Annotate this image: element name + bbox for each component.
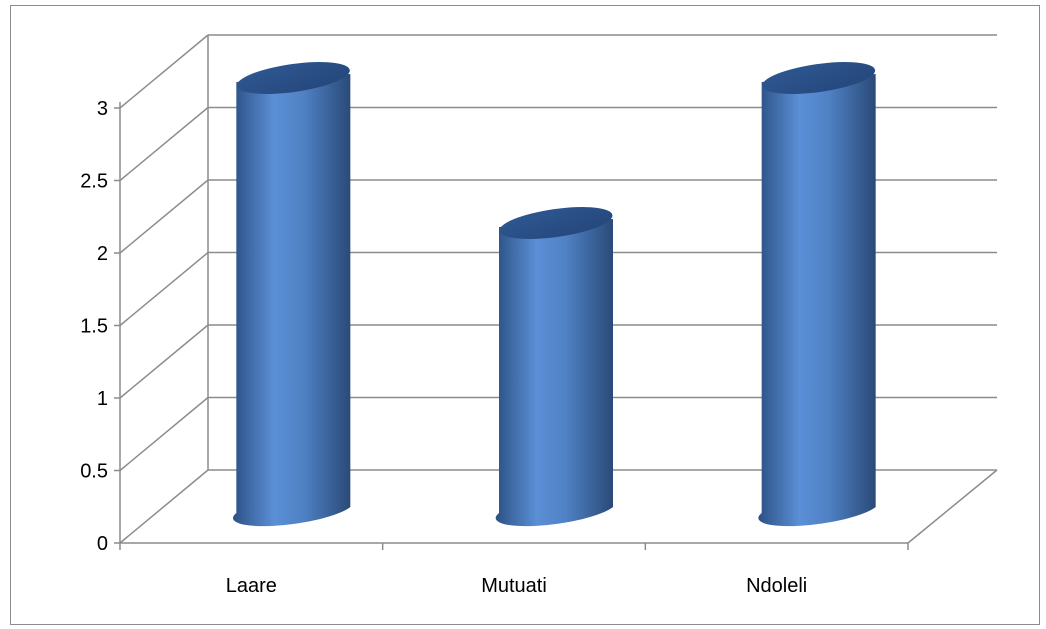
gridline-side (119, 251, 209, 327)
y-tick-label: 1.5 (80, 316, 108, 338)
floor-edge (907, 469, 998, 544)
bar-body (495, 219, 613, 527)
bar-ndoleli (758, 62, 876, 527)
bar-mutuati (495, 207, 613, 527)
bar-top (762, 62, 876, 94)
gridline-side (119, 179, 209, 254)
bar-laare (233, 62, 351, 527)
bar-body (233, 74, 351, 527)
bars (233, 62, 876, 527)
y-tick-labels: 0 0.5 1 1.5 2 2.5 3 (80, 98, 108, 555)
gridline-side (119, 469, 209, 544)
y-tick-label: 2.5 (80, 171, 108, 193)
gridline-side (119, 34, 209, 109)
x-tick-label: Mutuati (481, 575, 547, 597)
y-tick-label: 1 (97, 388, 108, 410)
y-tick-label: 0.5 (80, 461, 108, 483)
bar-top (236, 62, 350, 94)
y-tick-label: 3 (97, 98, 108, 120)
bar-top (499, 207, 613, 239)
y-tick-label: 0 (97, 533, 108, 555)
x-tick-label: Laare (226, 575, 277, 597)
gridline-side (119, 106, 209, 182)
x-tick-label: Ndoleli (746, 575, 807, 597)
gridline-side (119, 396, 209, 472)
axes (114, 102, 909, 550)
y-tick-label: 2 (97, 243, 108, 265)
bar-body (758, 74, 876, 527)
x-tick-labels: Laare Mutuati Ndoleli (226, 575, 807, 597)
gridline-side (119, 324, 209, 399)
